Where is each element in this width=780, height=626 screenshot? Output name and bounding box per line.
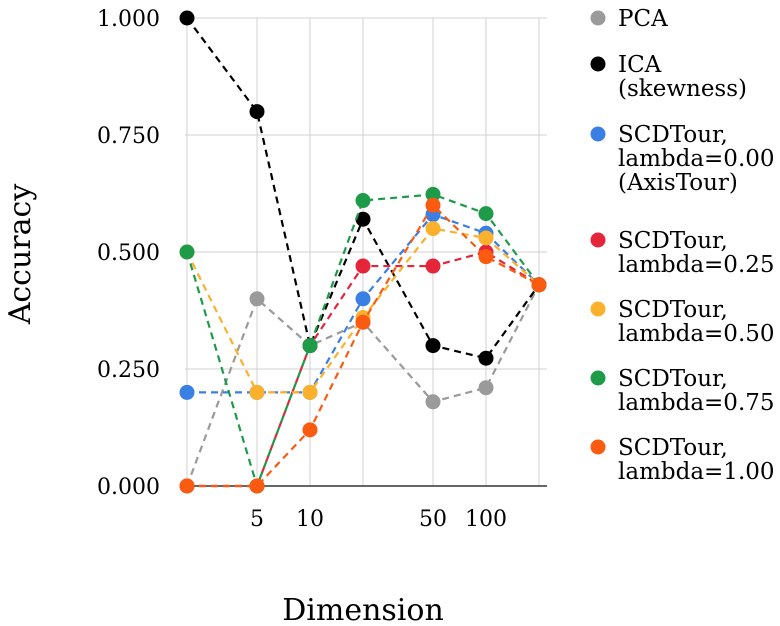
- legend-marker: [590, 232, 606, 248]
- legend-marker: [590, 126, 606, 142]
- legend-label: PCA: [618, 6, 668, 32]
- data-point: [179, 244, 195, 260]
- data-point: [302, 384, 318, 400]
- data-point: [531, 277, 547, 293]
- legend-label: SCDTour,: [618, 435, 728, 461]
- data-point: [425, 394, 441, 410]
- y-tick-label: 1.000: [97, 7, 160, 32]
- y-tick-label: 0.250: [97, 358, 160, 383]
- data-point: [179, 384, 195, 400]
- series-group: [179, 10, 547, 494]
- y-tick-label: 0.500: [97, 241, 160, 266]
- y-tick-label: 0.000: [97, 475, 160, 500]
- data-point: [355, 193, 371, 209]
- legend-label: SCDTour,: [618, 366, 728, 392]
- legend-label: (AxisTour): [618, 170, 738, 196]
- data-point: [179, 10, 195, 26]
- legend-marker: [590, 370, 606, 386]
- x-tick-label: 5: [250, 507, 264, 532]
- legend-label: SCDTour,: [618, 122, 728, 148]
- data-point: [179, 478, 195, 494]
- data-point: [355, 211, 371, 227]
- data-point: [249, 384, 265, 400]
- legend-label: lambda=0.75: [618, 390, 775, 416]
- data-point: [478, 230, 494, 246]
- legend-label: lambda=0.50: [618, 321, 775, 347]
- legend-label: ICA: [618, 52, 662, 78]
- data-point: [425, 258, 441, 274]
- data-point: [249, 104, 265, 120]
- legend-item-3: SCDTour,lambda=0.00(AxisTour): [590, 122, 775, 196]
- legend-label: SCDTour,: [618, 228, 728, 254]
- legend-marker: [590, 439, 606, 455]
- data-point: [249, 291, 265, 307]
- legend-item-1: PCA: [590, 6, 668, 32]
- data-point: [478, 380, 494, 396]
- x-tick-label: 100: [465, 507, 507, 532]
- legend-item-2: ICA(skewness): [590, 52, 747, 102]
- y-axis-ticks: 0.000 0.250 0.500 0.750 1.000: [97, 7, 160, 500]
- data-point: [425, 221, 441, 237]
- data-point: [478, 206, 494, 222]
- legend-label: SCDTour,: [618, 297, 728, 323]
- data-point: [355, 314, 371, 330]
- data-point: [302, 338, 318, 354]
- x-tick-label: 50: [419, 507, 447, 532]
- data-point: [425, 197, 441, 213]
- data-point: [355, 291, 371, 307]
- data-point: [302, 422, 318, 438]
- legend-marker: [590, 301, 606, 317]
- data-point: [425, 186, 441, 202]
- x-tick-label: 10: [296, 507, 324, 532]
- legend-label: (skewness): [618, 76, 747, 102]
- legend-item-6: SCDTour,lambda=0.75: [590, 366, 775, 416]
- data-point: [355, 258, 371, 274]
- legend: PCAICA(skewness)SCDTour,lambda=0.00(Axis…: [590, 6, 775, 485]
- x-axis-ticks: 5 10 50 100: [250, 507, 507, 532]
- data-point: [249, 478, 265, 494]
- legend-label: lambda=1.00: [618, 459, 775, 485]
- legend-item-7: SCDTour,lambda=1.00: [590, 435, 775, 485]
- data-point: [478, 350, 494, 366]
- legend-item-5: SCDTour,lambda=0.50: [590, 297, 775, 347]
- y-tick-label: 0.750: [97, 124, 160, 149]
- legend-item-4: SCDTour,lambda=0.25: [590, 228, 775, 278]
- legend-label: lambda=0.00: [618, 146, 775, 172]
- series-7: [179, 197, 547, 494]
- legend-label: lambda=0.25: [618, 252, 775, 278]
- legend-marker: [590, 56, 606, 72]
- x-axis-title: Dimension: [282, 593, 444, 626]
- y-axis-title: Accuracy: [3, 184, 38, 326]
- data-point: [425, 338, 441, 354]
- data-point: [478, 249, 494, 265]
- legend-marker: [590, 10, 606, 26]
